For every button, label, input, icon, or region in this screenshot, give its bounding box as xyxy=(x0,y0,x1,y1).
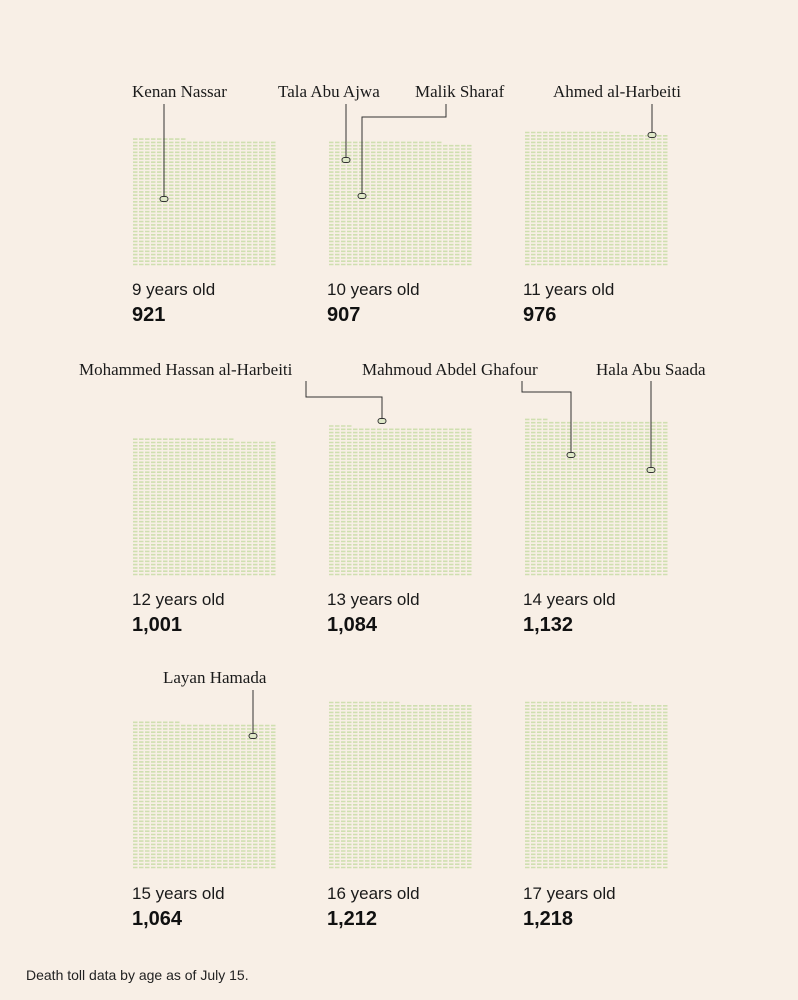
annotation-label-malik-sharaf: Malik Sharaf xyxy=(415,82,505,101)
count-label-17: 1,218 xyxy=(523,908,574,930)
count-label-13: 1,084 xyxy=(327,614,378,636)
unit-grid-14 xyxy=(525,418,668,576)
unit-marks-14 xyxy=(525,418,668,576)
unit-marks-13 xyxy=(329,425,472,576)
unit-grid-12 xyxy=(133,438,276,576)
count-label-10: 907 xyxy=(327,304,361,326)
highlight-marker-malik-sharaf xyxy=(357,193,367,199)
unit-grid-9 xyxy=(133,138,276,266)
annotation-label-hala-abu-saada: Hala Abu Saada xyxy=(596,360,706,379)
unit-marks-11 xyxy=(525,131,668,266)
unit-marks-16 xyxy=(329,701,472,869)
unit-marks-17 xyxy=(525,701,668,869)
unit-grid-17 xyxy=(525,701,668,869)
leader-line-mohammed-hassan-al-harbeiti xyxy=(305,381,383,418)
annotation-label-layan-hamada: Layan Hamada xyxy=(163,668,267,687)
unit-grid-11 xyxy=(525,131,668,266)
highlight-marker-tala-abu-ajwa xyxy=(341,157,351,163)
highlight-marker-ahmed-al-harbeiti xyxy=(647,132,657,138)
age-label-11: 11 years old xyxy=(523,280,615,299)
unit-marks-9 xyxy=(133,138,276,266)
age-label-12: 12 years old xyxy=(132,590,225,609)
leader-line-mahmoud-abdel-ghafour xyxy=(521,381,572,452)
count-label-15: 1,064 xyxy=(132,908,183,930)
highlight-marker-mohammed-hassan-al-harbeiti xyxy=(377,418,387,424)
count-label-12: 1,001 xyxy=(132,614,183,636)
age-label-9: 9 years old xyxy=(132,280,216,299)
highlight-marker-layan-hamada xyxy=(248,733,258,739)
age-label-15: 15 years old xyxy=(132,884,225,903)
age-label-17: 17 years old xyxy=(523,884,616,903)
age-label-16: 16 years old xyxy=(327,884,420,903)
unit-grid-16 xyxy=(329,701,472,869)
leader-line-malik-sharaf xyxy=(361,104,447,193)
unit-grid-13 xyxy=(329,425,472,576)
count-label-14: 1,132 xyxy=(523,614,574,636)
age-label-14: 14 years old xyxy=(523,590,616,609)
count-label-16: 1,212 xyxy=(327,908,378,930)
count-label-11: 976 xyxy=(523,304,557,326)
unit-grid-15 xyxy=(133,721,276,869)
footnote: Death toll data by age as of July 15. xyxy=(26,967,249,983)
highlight-marker-kenan-nassar xyxy=(159,196,169,202)
age-label-13: 13 years old xyxy=(327,590,420,609)
annotation-label-ahmed-al-harbeiti: Ahmed al-Harbeiti xyxy=(553,82,681,101)
count-label-9: 921 xyxy=(132,304,166,326)
annotation-label-kenan-nassar: Kenan Nassar xyxy=(132,82,227,101)
highlight-marker-mahmoud-abdel-ghafour xyxy=(566,452,576,458)
unit-marks-12 xyxy=(133,438,276,576)
annotation-label-tala-abu-ajwa: Tala Abu Ajwa xyxy=(278,82,380,101)
unit-marks-15 xyxy=(133,721,276,869)
annotation-label-mohammed-hassan-al-harbeiti: Mohammed Hassan al-Harbeiti xyxy=(79,360,293,379)
highlight-marker-hala-abu-saada xyxy=(646,467,656,473)
annotation-label-mahmoud-abdel-ghafour: Mahmoud Abdel Ghafour xyxy=(362,360,538,379)
age-label-10: 10 years old xyxy=(327,280,420,299)
